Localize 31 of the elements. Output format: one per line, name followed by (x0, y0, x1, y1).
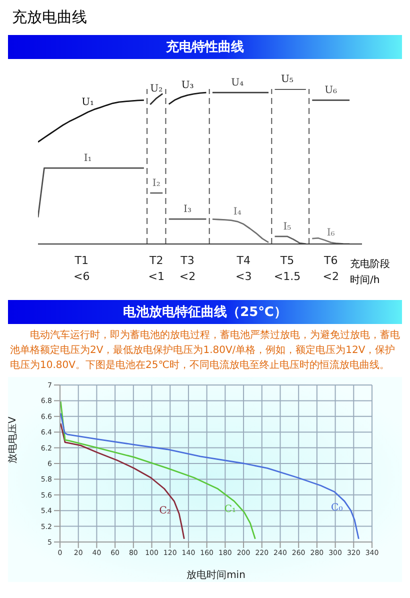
series-label: U₃ (181, 80, 194, 92)
series-label: U₅ (281, 74, 294, 85)
series-label: I₃ (184, 204, 192, 216)
x-axis-title: 放电时间min (186, 569, 246, 581)
line-series (60, 422, 185, 540)
x-tick-label: T2 <1 (148, 254, 164, 283)
x-axis-title: 充电阶段 (350, 258, 391, 272)
series-label: C₀ (331, 502, 343, 514)
series-label: I₄ (233, 206, 242, 218)
series-label: C₁ (224, 504, 236, 516)
text: 时间/h (350, 274, 381, 288)
x-tick-label: T6 <2 (322, 254, 339, 283)
x-tick-label: T5 <1.5 (274, 254, 301, 283)
series-label: I₆ (326, 227, 335, 238)
series-label: U₁ (82, 97, 94, 108)
x-tick-label: T1 <6 (74, 254, 90, 283)
chart-title: 电池放电特征曲线（25℃） (8, 300, 402, 324)
chart-subtitle: 充电特性曲线 (8, 35, 402, 59)
series-label: C₂ (159, 506, 171, 517)
line-series (60, 412, 360, 540)
series-label: U₄ (231, 78, 244, 89)
series-label: I₂ (152, 178, 160, 190)
series-label: I₅ (283, 221, 292, 232)
chart-subtitle: 电动汽车运行时，即为蓄电池的放电过程，蓄电池严禁过放电，为避免过放电，蓄电池单格额定电压为2V，最低放电保护电压为1.80V/单格，例如，额定电压为12V，保护电压为10.80V。下图是电池在25℃时，不同电流放电至终止电压时的恒流放电曲线。 (9, 328, 401, 373)
line-series (60, 400, 256, 540)
x-tick-label: T3 <2 (179, 254, 196, 283)
series-label: U₆ (324, 85, 338, 96)
chart-title: 充放电曲线 (12, 8, 88, 27)
series-label: U₂ (150, 83, 163, 94)
series-label: I₁ (84, 153, 92, 164)
x-tick-label: T4 <3 (236, 254, 252, 283)
